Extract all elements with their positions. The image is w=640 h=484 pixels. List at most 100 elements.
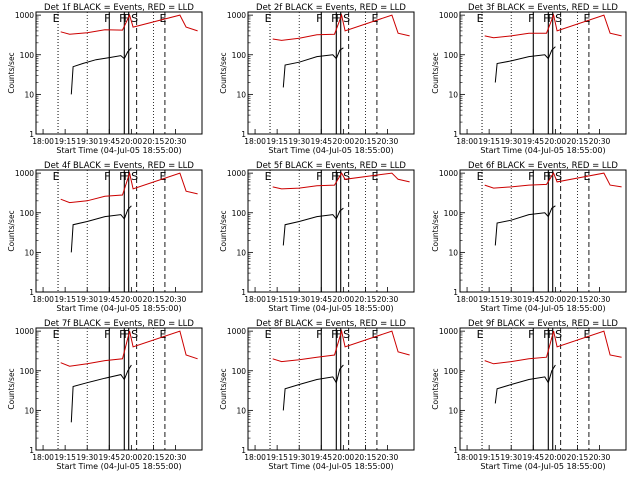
event-marker-label: S bbox=[131, 12, 138, 25]
event-marker-label: F bbox=[124, 328, 130, 341]
event-marker-label: F bbox=[336, 12, 342, 25]
x-tick-label: 20:30 bbox=[165, 137, 187, 146]
y-tick-label: 1 bbox=[453, 446, 458, 455]
event-marker-label: E bbox=[159, 12, 166, 25]
event-marker-label: E bbox=[371, 328, 378, 341]
event-marker-label: F bbox=[528, 328, 534, 341]
y-axis-label: Counts/sec bbox=[431, 210, 440, 251]
x-tick-label: 20:15 bbox=[567, 137, 589, 146]
event-marker-label: E bbox=[371, 170, 378, 183]
y-tick-label: 10 bbox=[236, 248, 246, 257]
event-marker-label: E bbox=[583, 12, 590, 25]
y-tick-label: 1 bbox=[29, 288, 34, 297]
x-tick-label: 20:30 bbox=[165, 295, 187, 304]
event-marker-label: F bbox=[316, 12, 322, 25]
subplot-title: Det 9f BLACK = Events, RED = LLD bbox=[468, 319, 618, 329]
x-tick-label: 20:15 bbox=[567, 453, 589, 462]
subplot-9: Det 9f BLACK = Events, RED = LLD 1 10 100 10… bbox=[431, 319, 627, 471]
y-tick-label: 1000 bbox=[439, 11, 458, 20]
y-tick-label: 1000 bbox=[227, 169, 246, 178]
x-axis-label: Start Time (04-Jul-05 18:55:00) bbox=[480, 462, 605, 471]
subplot-title: Det 2f BLACK = Events, RED = LLD bbox=[256, 3, 406, 13]
subplot-5: Det 5f BLACK = Events, RED = LLD 1 10 100 10… bbox=[219, 161, 415, 313]
x-tick-label: 19:30 bbox=[288, 295, 310, 304]
x-tick-label: 19:15 bbox=[266, 137, 288, 146]
series-events-line bbox=[70, 205, 132, 253]
x-tick-label: 20:15 bbox=[143, 453, 165, 462]
x-tick-label: 19:30 bbox=[288, 137, 310, 146]
subplot-2: Det 2f BLACK = Events, RED = LLD 1 10 100 10… bbox=[219, 3, 415, 155]
event-marker-label: E bbox=[583, 328, 590, 341]
event-marker-label: F bbox=[528, 12, 534, 25]
subplot-title: Det 6f BLACK = Events, RED = LLD bbox=[468, 161, 618, 171]
series-events-line bbox=[70, 47, 132, 95]
x-axis-label: Start Time (04-Jul-05 18:55:00) bbox=[480, 146, 605, 155]
x-tick-label: 19:30 bbox=[500, 137, 522, 146]
event-marker-label: E bbox=[159, 328, 166, 341]
y-tick-label: 100 bbox=[444, 367, 459, 376]
x-tick-label: 20:30 bbox=[589, 137, 611, 146]
event-marker-label: E bbox=[265, 170, 272, 183]
x-tick-label: 19:45 bbox=[522, 137, 544, 146]
x-tick-label: 19:15 bbox=[478, 295, 500, 304]
subplot-1: Det 1f BLACK = Events, RED = LLD 1 10 100 10… bbox=[7, 3, 203, 155]
x-tick-label: 20:30 bbox=[377, 295, 399, 304]
y-tick-label: 100 bbox=[232, 51, 247, 60]
x-tick-label: 20:30 bbox=[377, 453, 399, 462]
event-marker-label: S bbox=[555, 328, 562, 341]
x-tick-label: 18:00 bbox=[456, 453, 478, 462]
event-marker-label: E bbox=[477, 328, 484, 341]
x-tick-label: 20:30 bbox=[165, 453, 187, 462]
y-tick-label: 100 bbox=[20, 367, 35, 376]
subplot-title: Det 4f BLACK = Events, RED = LLD bbox=[44, 161, 194, 171]
y-tick-label: 100 bbox=[20, 51, 35, 60]
x-tick-label: 18:00 bbox=[32, 453, 54, 462]
event-marker-label: F bbox=[331, 12, 337, 25]
event-marker-label: E bbox=[477, 12, 484, 25]
event-marker-label: F bbox=[548, 12, 554, 25]
event-marker-label: F bbox=[548, 328, 554, 341]
x-tick-label: 20:15 bbox=[355, 295, 377, 304]
x-axis-label: Start Time (04-Jul-05 18:55:00) bbox=[56, 304, 181, 313]
event-marker-label: S bbox=[343, 328, 350, 341]
subplot-title: Det 8f BLACK = Events, RED = LLD bbox=[256, 319, 406, 329]
event-marker-label: E bbox=[265, 328, 272, 341]
event-marker-label: F bbox=[331, 328, 337, 341]
series-lld-line bbox=[272, 172, 410, 190]
y-tick-label: 1 bbox=[241, 130, 246, 139]
x-tick-label: 19:30 bbox=[76, 453, 98, 462]
x-tick-label: 19:30 bbox=[500, 453, 522, 462]
subplot-4: Det 4f BLACK = Events, RED = LLD 1 10 100 10… bbox=[7, 161, 203, 313]
event-marker-label: E bbox=[265, 12, 272, 25]
x-tick-label: 19:30 bbox=[500, 295, 522, 304]
x-tick-label: 19:45 bbox=[98, 295, 120, 304]
y-tick-label: 10 bbox=[24, 90, 34, 99]
event-marker-label: S bbox=[343, 12, 350, 25]
event-marker-label: E bbox=[53, 328, 60, 341]
series-events-line bbox=[494, 364, 556, 404]
series-events-line bbox=[282, 364, 344, 411]
x-tick-label: 20:15 bbox=[355, 137, 377, 146]
x-tick-label: 20:00 bbox=[545, 295, 567, 304]
x-tick-label: 20:00 bbox=[333, 137, 355, 146]
subplot-8: Det 8f BLACK = Events, RED = LLD 1 10 100 10… bbox=[219, 319, 415, 471]
event-marker-label: F bbox=[543, 328, 549, 341]
event-marker-label: F bbox=[543, 170, 549, 183]
x-tick-label: 20:30 bbox=[589, 453, 611, 462]
y-tick-label: 1000 bbox=[227, 327, 246, 336]
x-tick-label: 19:45 bbox=[310, 453, 332, 462]
x-tick-label: 19:45 bbox=[98, 137, 120, 146]
event-marker-label: E bbox=[159, 170, 166, 183]
y-axis-label: Counts/sec bbox=[431, 52, 440, 93]
x-tick-label: 18:00 bbox=[32, 137, 54, 146]
series-lld-line bbox=[272, 329, 410, 363]
event-marker-label: F bbox=[331, 170, 337, 183]
y-tick-label: 10 bbox=[236, 406, 246, 415]
y-tick-label: 1 bbox=[453, 288, 458, 297]
event-marker-label: F bbox=[124, 170, 130, 183]
y-tick-label: 1 bbox=[29, 130, 34, 139]
series-lld-line bbox=[60, 13, 198, 35]
event-marker-label: F bbox=[119, 12, 125, 25]
x-tick-label: 20:00 bbox=[545, 453, 567, 462]
